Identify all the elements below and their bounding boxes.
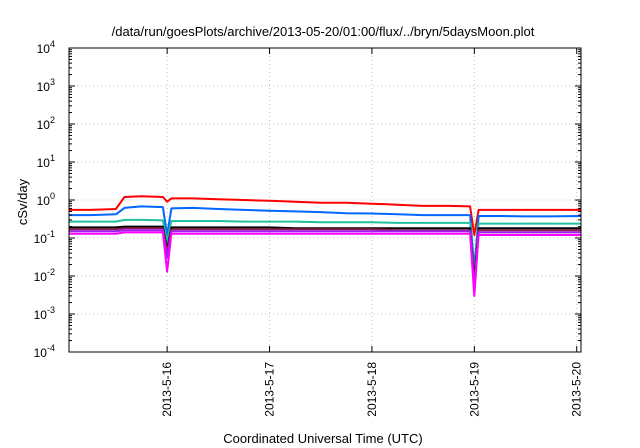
y-tick-exponent: 1 — [50, 153, 55, 163]
x-tick-label: 2013-5-19 — [467, 362, 481, 417]
x-tick-label: 2013-5-20 — [570, 362, 584, 417]
y-tick-label: 101 — [37, 153, 55, 170]
series-layer — [69, 195, 582, 297]
y-tick-exponent: 0 — [50, 191, 55, 201]
y-tick-exponent: -2 — [47, 267, 55, 277]
y-tick-exponent: -1 — [47, 229, 55, 239]
grid — [69, 48, 581, 352]
y-tick-label: 10-4 — [34, 343, 55, 360]
chart-title: /data/run/goesPlots/archive/2013-05-20/0… — [112, 24, 535, 39]
x-tick-label: 2013-5-18 — [365, 362, 379, 417]
y-tick-label: 100 — [37, 191, 55, 208]
y-tick-label: 104 — [37, 39, 55, 56]
series-line-6 — [69, 229, 581, 289]
y-tick-exponent: 3 — [50, 77, 55, 87]
y-tick-label: 103 — [37, 77, 55, 94]
y-tick-exponent: -3 — [47, 305, 55, 315]
y-tick-label: 10-2 — [34, 267, 55, 284]
x-tick-label: 2013-5-16 — [160, 362, 174, 417]
y-tick-label: 102 — [37, 115, 55, 132]
x-axis: 2013-5-16 2013-5-17 2013-5-18 2013-5-19 2013… — [160, 48, 584, 417]
y-tick-exponent: 4 — [50, 39, 55, 49]
y-tick-exponent: -4 — [47, 343, 55, 353]
x-axis-label: Coordinated Universal Time (UTC) — [223, 431, 422, 446]
x-tick-label: 2013-5-17 — [263, 362, 277, 417]
y-tick-exponent: 2 — [50, 115, 55, 125]
series-line-1 — [69, 195, 581, 236]
y-tick-label: 10-3 — [34, 305, 55, 322]
y-tick-label: 10-1 — [34, 229, 55, 246]
y-axis-label: cSv/day — [15, 178, 30, 225]
series-line-7 — [69, 231, 581, 297]
